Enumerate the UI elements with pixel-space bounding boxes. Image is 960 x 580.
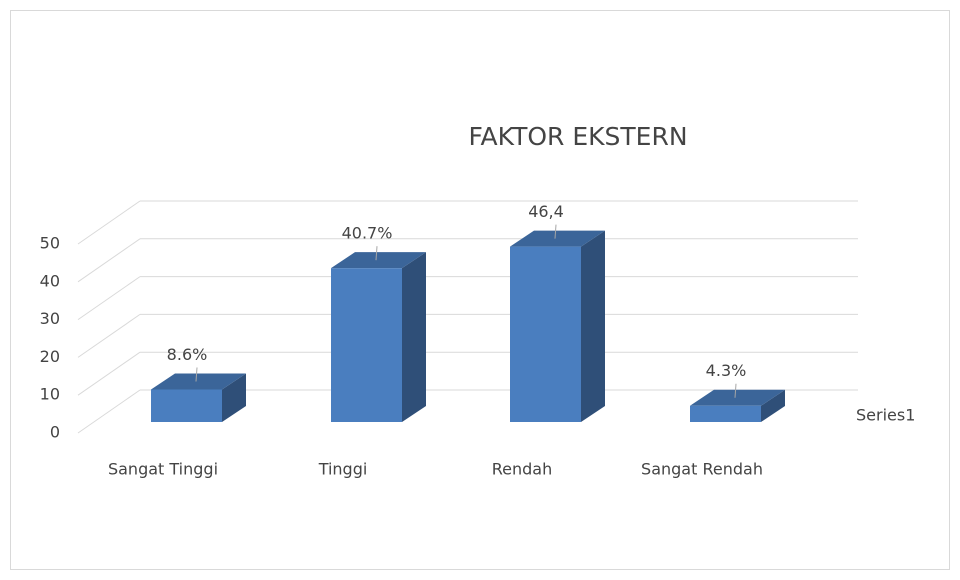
x-tick-label: Rendah [492,460,552,479]
grid-line [77,313,141,358]
x-tick-label: Sangat Rendah [641,460,763,479]
grid-line [77,276,141,321]
chart-border [10,10,950,570]
bar-top [690,389,785,406]
bar-side [761,389,785,422]
y-tick-label: 40 [40,271,60,290]
y-tick-label: 10 [40,385,60,404]
leader-line [734,383,737,398]
chart-title: FAKTOR EKSTERN [468,122,687,151]
bar-top [331,252,426,269]
leader-line [554,224,557,239]
data-label: 8.6% [167,345,208,364]
bar [331,268,402,422]
bar-top [510,230,605,247]
x-tick-label: Sangat Tinggi [108,460,218,479]
leader-line [195,367,198,382]
data-label: 40.7% [342,224,393,243]
y-tick-label: 30 [40,309,60,328]
bar-side [581,230,605,422]
grid-line [77,389,141,434]
bar-side [222,373,246,422]
data-label: 4.3% [706,361,747,380]
y-tick-label: 50 [40,234,60,253]
x-tick-label: Tinggi [318,460,368,479]
grid-line [77,238,141,283]
data-label: 46,4 [528,202,564,221]
y-tick-label: 20 [40,347,60,366]
leader-line [375,246,378,261]
bar [151,389,222,422]
bar [510,246,581,422]
grid-line [77,351,141,396]
bar-top [151,373,246,390]
grid-line [77,200,141,245]
legend-label: Series1 [856,406,915,425]
bar-side [402,252,426,422]
y-tick-label: 0 [50,423,60,442]
bar [690,405,761,422]
